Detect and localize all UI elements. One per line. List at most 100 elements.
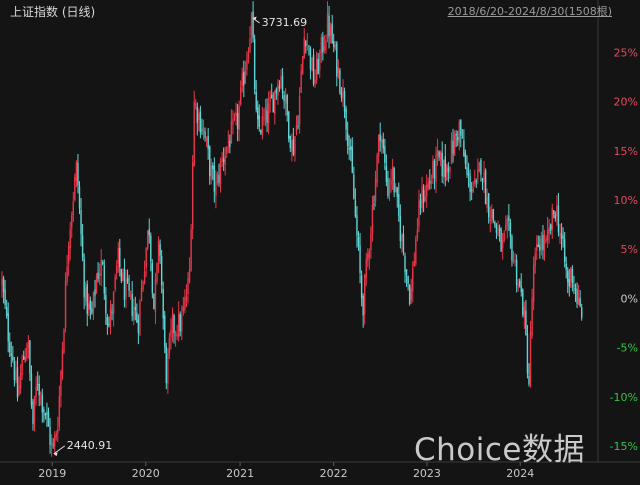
candle-body xyxy=(60,371,62,397)
candle-body xyxy=(153,294,155,309)
candle-body xyxy=(523,307,526,318)
candle-body xyxy=(362,296,364,316)
candle-body xyxy=(201,130,203,132)
candle-body xyxy=(133,310,135,320)
candle-body xyxy=(579,298,581,307)
candle-body xyxy=(147,230,149,249)
candle-body xyxy=(233,117,236,119)
candle-body xyxy=(83,258,85,298)
candle-body xyxy=(230,121,233,144)
candle-body xyxy=(167,353,169,384)
candle-body xyxy=(75,161,78,181)
candle-body xyxy=(226,146,228,154)
candle-body xyxy=(205,138,208,140)
candle-body xyxy=(193,101,195,167)
candle-body xyxy=(306,43,309,45)
candle-body xyxy=(261,116,264,135)
candle-body xyxy=(364,274,366,315)
y-tick-label: 5% xyxy=(621,243,638,256)
y-tick-label: -15% xyxy=(610,440,638,453)
candle-body xyxy=(235,111,237,117)
candle-body xyxy=(188,269,191,282)
candle-body xyxy=(557,205,560,233)
candle-body xyxy=(212,165,214,170)
candle-body xyxy=(210,165,212,180)
candle-body xyxy=(202,127,205,134)
candle-body xyxy=(309,47,312,70)
candle-body xyxy=(551,208,553,230)
candle-body xyxy=(464,152,467,164)
plot-pane-border xyxy=(0,0,640,463)
candle-body xyxy=(430,180,433,184)
candle-body xyxy=(519,280,521,286)
candle-body xyxy=(52,445,54,447)
candle-body xyxy=(396,187,398,197)
candle-body xyxy=(466,167,468,175)
candle-body xyxy=(218,175,220,183)
candle-body xyxy=(563,239,566,262)
candle-body xyxy=(151,263,154,294)
candle-body xyxy=(444,156,446,177)
candle-body xyxy=(207,136,209,150)
candle-body xyxy=(288,111,290,139)
candle-body xyxy=(373,203,375,205)
candle-body xyxy=(412,268,414,292)
candle-body xyxy=(108,323,110,327)
candle-body xyxy=(204,131,206,138)
candle-body xyxy=(402,234,405,253)
candle-body xyxy=(249,37,251,53)
candle-body xyxy=(460,120,462,136)
candle-body xyxy=(280,76,282,88)
candle-body xyxy=(291,140,293,152)
candle-body xyxy=(294,136,296,155)
candle-body xyxy=(315,58,318,81)
candle-body xyxy=(47,411,50,427)
candle-body xyxy=(488,193,490,218)
candle-body xyxy=(360,275,363,299)
candle-body xyxy=(150,235,152,262)
candle-body xyxy=(458,121,460,144)
candle-body xyxy=(461,137,464,139)
candle-body xyxy=(244,70,247,84)
candle-body xyxy=(199,111,202,133)
candle-body xyxy=(317,59,319,74)
candle-body xyxy=(35,386,37,397)
candle-body xyxy=(257,107,259,120)
candle-body xyxy=(24,356,26,363)
y-axis-labels: 25% 20% 15% 10% 5% 0% -5% -10% -15% xyxy=(610,46,638,453)
candle-body xyxy=(469,176,471,193)
candle-body xyxy=(264,107,267,121)
candle-body xyxy=(483,172,485,184)
candle-body xyxy=(246,58,248,71)
candle-body xyxy=(102,261,104,265)
choice-watermark: Choice数据 xyxy=(414,432,585,468)
candle-body xyxy=(545,238,547,241)
candle-body xyxy=(398,194,400,217)
candle-body xyxy=(137,319,140,334)
x-tick-label: 2023 xyxy=(413,467,441,480)
candle-body xyxy=(534,253,536,267)
candle-body xyxy=(266,110,268,123)
candle-body xyxy=(190,228,192,271)
candle-body xyxy=(269,97,271,102)
candle-body xyxy=(447,167,450,173)
candle-body xyxy=(517,284,519,289)
candle-body xyxy=(33,395,36,424)
y-tick-label: 25% xyxy=(614,46,638,59)
candle-body xyxy=(531,298,533,336)
candle-body xyxy=(371,205,374,234)
chart-title: 上证指数 (日线) xyxy=(10,5,96,19)
candle-body xyxy=(111,311,113,314)
candle-body xyxy=(241,73,243,87)
candle-body xyxy=(43,409,45,413)
candle-body xyxy=(424,196,426,202)
date-range-link[interactable]: 2018/6/20-2024/8/30(1508根) xyxy=(447,5,612,18)
candle-body xyxy=(64,281,67,329)
candle-body xyxy=(1,279,3,286)
candle-body xyxy=(322,36,324,53)
candle-body xyxy=(404,255,406,273)
candle-body xyxy=(140,287,143,301)
candle-body xyxy=(284,95,287,104)
candle-body xyxy=(126,277,129,283)
